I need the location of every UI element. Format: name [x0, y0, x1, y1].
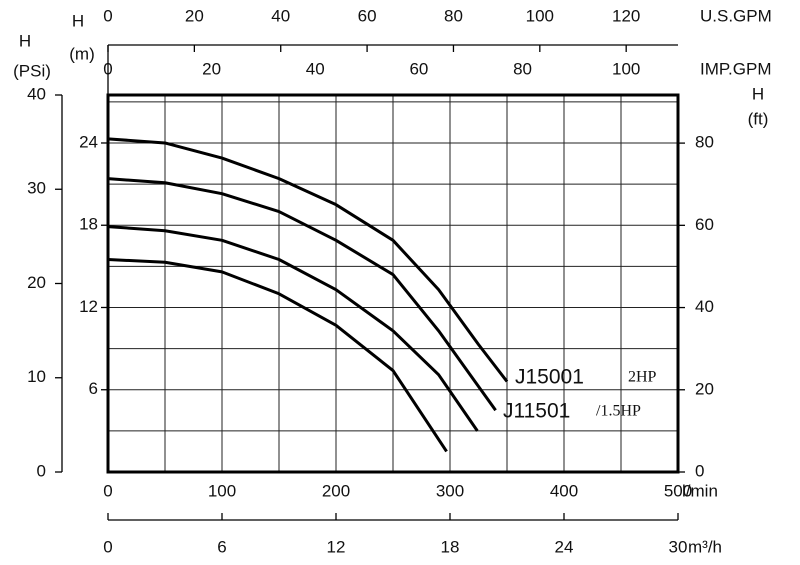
- axis-title: l/min: [682, 481, 718, 500]
- y-tick-label: 60: [695, 215, 714, 234]
- x-tick-label: 20: [202, 59, 221, 78]
- x-tick-label: 20: [185, 6, 204, 25]
- y-tick-label: 0: [695, 461, 704, 480]
- axis-title: H: [19, 31, 31, 50]
- y-tick-label: 20: [695, 379, 714, 398]
- x-tick-label: 18: [441, 537, 460, 556]
- x-tick-label: 500: [664, 481, 692, 500]
- y-tick-label: 20: [27, 273, 46, 292]
- y-tick-label: 10: [27, 367, 46, 386]
- model-label: /1.5HP: [596, 403, 641, 420]
- axis-title: U.S.GPM: [700, 6, 772, 25]
- model-label: J11501: [503, 400, 570, 423]
- model-label: J15001: [515, 366, 584, 389]
- y-tick-label: 80: [695, 133, 714, 152]
- axis-title: m³/h: [688, 537, 722, 556]
- y-tick-label: 6: [89, 379, 98, 398]
- x-tick-label: 6: [217, 537, 226, 556]
- x-tick-label: 40: [306, 59, 325, 78]
- x-tick-label: 0: [103, 6, 112, 25]
- pump-curve: [107, 137, 509, 383]
- x-tick-label: 40: [271, 6, 290, 25]
- x-tick-label: 60: [358, 6, 377, 25]
- model-label: 2HP: [628, 369, 657, 386]
- x-tick-label: 24: [555, 537, 574, 556]
- x-tick-label: 0: [103, 481, 112, 500]
- x-tick-label: 120: [612, 6, 640, 25]
- x-tick-label: 100: [526, 6, 554, 25]
- pump-curve: [107, 177, 497, 412]
- pump-curve: [107, 225, 479, 432]
- x-tick-label: 0: [103, 537, 112, 556]
- x-tick-label: 300: [436, 481, 464, 500]
- x-tick-label: 100: [208, 481, 236, 500]
- axis-title: (PSi): [13, 61, 51, 80]
- axis-title: IMP.GPM: [700, 59, 771, 78]
- axis-title: H: [72, 11, 84, 30]
- y-tick-label: 0: [37, 461, 46, 480]
- y-tick-label: 24: [79, 132, 98, 151]
- x-tick-label: 100: [612, 59, 640, 78]
- y-tick-label: 18: [79, 215, 98, 234]
- axis-title: (m): [69, 44, 94, 63]
- y-tick-label: 40: [695, 297, 714, 316]
- x-tick-label: 80: [444, 6, 463, 25]
- x-tick-label: 80: [513, 59, 532, 78]
- axis-title: (ft): [748, 109, 769, 128]
- y-tick-label: 30: [27, 179, 46, 198]
- x-tick-label: 400: [550, 481, 578, 500]
- pump-curve: [107, 258, 448, 453]
- y-tick-label: 12: [79, 297, 98, 316]
- x-tick-label: 60: [409, 59, 428, 78]
- x-tick-label: 200: [322, 481, 350, 500]
- x-tick-label: 30: [669, 537, 688, 556]
- y-tick-label: 40: [27, 84, 46, 103]
- x-tick-label: 12: [327, 537, 346, 556]
- axis-title: H: [752, 84, 764, 103]
